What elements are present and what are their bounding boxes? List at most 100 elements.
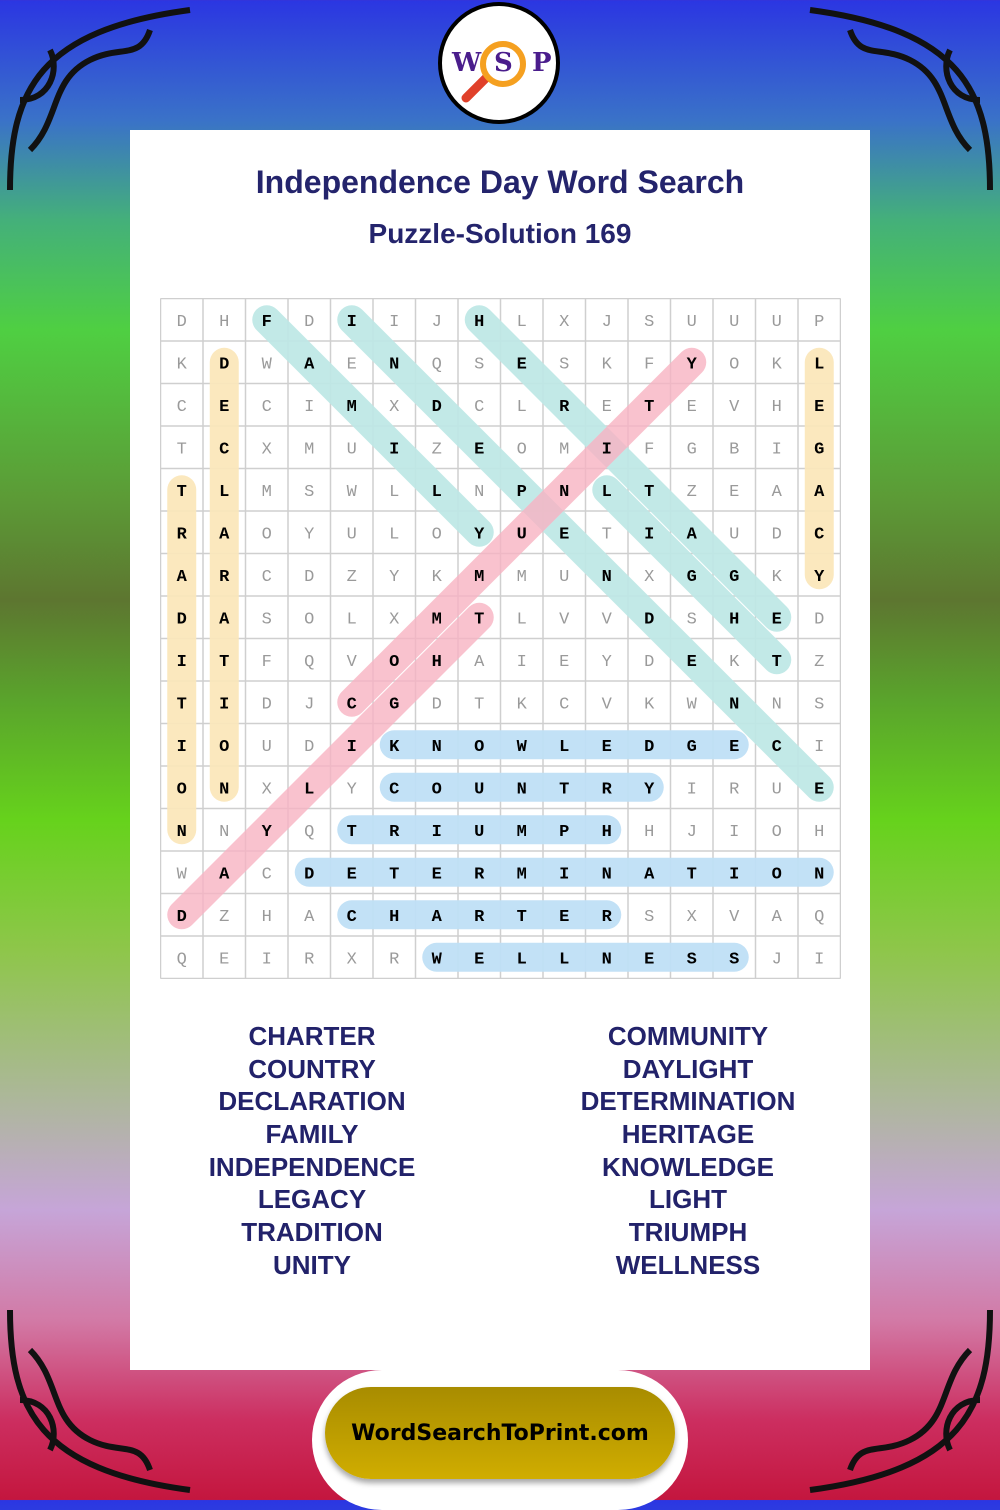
grid-letter: U [772, 313, 782, 332]
grid-letter: A [304, 355, 315, 374]
grid-letter: N [432, 738, 442, 757]
grid-letter: Q [432, 355, 442, 374]
grid-letter: O [432, 780, 442, 799]
grid-letter: G [729, 568, 739, 587]
grid-letter: R [219, 568, 230, 587]
grid-letter: S [262, 610, 272, 629]
grid-letter: M [517, 823, 527, 842]
grid-letter: D [644, 610, 654, 629]
grid-letter: U [729, 525, 739, 544]
grid-letter: F [644, 355, 654, 374]
grid-letter: A [177, 568, 188, 587]
grid-letter: A [219, 865, 230, 884]
grid-letter: I [177, 653, 187, 672]
grid-letter: Y [262, 823, 273, 842]
grid-letter: R [474, 865, 485, 884]
grid-letter: B [729, 440, 739, 459]
grid-letter: C [347, 695, 357, 714]
grid-letter: I [389, 313, 399, 332]
highlight-heritage [464, 305, 792, 632]
grid-letter: U [559, 568, 569, 587]
grid-letter: L [559, 950, 569, 969]
grid-letter: Q [814, 908, 824, 927]
grid-letter: E [559, 653, 569, 672]
grid-letter: U [729, 313, 739, 332]
grid-letter: C [772, 738, 782, 757]
grid-letter: R [474, 908, 485, 927]
grid-letter: I [559, 865, 569, 884]
grid-letter: Q [304, 653, 314, 672]
highlight-family [252, 305, 494, 547]
grid-letter: D [644, 653, 654, 672]
grid-letter: Y [687, 355, 698, 374]
grid-letter: A [219, 525, 230, 544]
grid-letter: I [814, 738, 824, 757]
grid-letter: T [474, 610, 484, 629]
grid-letter: M [262, 483, 272, 502]
grid-letter: K [177, 355, 188, 374]
grid-letter: D [304, 568, 314, 587]
grid-letter: T [644, 483, 654, 502]
magnifier-icon [461, 41, 526, 103]
grid-letter: A [814, 483, 825, 502]
grid-letter: R [177, 525, 188, 544]
grid-letter: C [177, 398, 187, 417]
grid-letter: I [219, 695, 229, 714]
grid-letter: X [687, 908, 697, 927]
word-item: TRADITION [241, 1217, 383, 1248]
grid-letter: X [559, 313, 569, 332]
grid-letter: C [474, 398, 484, 417]
grid-letter: A [304, 908, 315, 927]
word-item: KNOWLEDGE [602, 1151, 774, 1182]
grid-letter: K [644, 695, 655, 714]
grid-letter: Y [474, 525, 485, 544]
grid-letter: E [559, 525, 569, 544]
grid-letter: M [304, 440, 314, 459]
grid-letter: L [602, 483, 612, 502]
grid-letter: M [517, 865, 527, 884]
grid-letter: V [602, 610, 613, 629]
grid-letter: I [347, 738, 357, 757]
grid-letter: D [177, 313, 187, 332]
grid-letter: W [687, 695, 698, 714]
grid-letter: P [814, 313, 824, 332]
grid-letter: D [772, 525, 782, 544]
grid-letter: G [389, 695, 399, 714]
grid-letter: N [729, 695, 739, 714]
grid-letter: Z [347, 568, 357, 587]
grid-letter: V [559, 610, 570, 629]
grid-letter: S [644, 908, 654, 927]
grid-letter: O [432, 525, 442, 544]
grid-letter: D [814, 610, 824, 629]
grid-letter: C [389, 780, 399, 799]
grid-letter: C [262, 398, 272, 417]
grid-letter: O [517, 440, 527, 459]
grid-letter: O [729, 355, 739, 374]
page-subtitle: Puzzle-Solution 169 [368, 218, 632, 249]
highlight-daylight [167, 602, 494, 930]
grid-letter: V [729, 908, 740, 927]
grid-letter: F [644, 440, 654, 459]
grid-letter: Z [814, 653, 824, 672]
grid-letter: R [304, 950, 314, 969]
ornament-top-left [7, 7, 191, 191]
grid-letter: E [729, 738, 739, 757]
grid-letter: Y [602, 653, 612, 672]
grid-letter: L [347, 610, 357, 629]
grid-letter: O [219, 738, 229, 757]
grid-letter: E [474, 950, 484, 969]
grid-letter: I [644, 525, 654, 544]
grid-letter: E [687, 653, 697, 672]
grid-letter: M [432, 610, 442, 629]
grid-letter: U [474, 823, 484, 842]
grid-letter: E [687, 398, 697, 417]
grid-letter: Z [432, 440, 442, 459]
highlight-light [592, 475, 792, 675]
grid-letter: C [347, 908, 357, 927]
grid-letter: X [644, 568, 654, 587]
grid-letter: U [772, 780, 782, 799]
website-link-button[interactable]: WordSearchToPrint.com [325, 1387, 675, 1479]
grid-letter: J [602, 313, 612, 332]
grid-letter: I [729, 865, 739, 884]
ornament-bottom-right [809, 1309, 993, 1493]
